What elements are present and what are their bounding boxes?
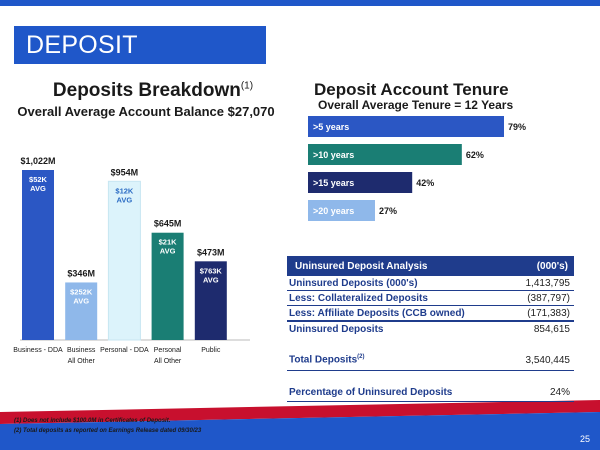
tenure-value-label: 79% <box>508 122 526 132</box>
tenure-value-label: 42% <box>416 178 434 188</box>
bar-avg-label: AVG <box>30 184 46 193</box>
deposits-breakdown-heading-text: Deposits Breakdown <box>52 80 241 101</box>
uninsured-deposit-table: Uninsured Deposit Analysis (000's) Unins… <box>287 256 574 402</box>
table-header-label: Uninsured Deposit Analysis <box>295 260 428 272</box>
category-label: Business - DDA <box>13 347 63 354</box>
bar <box>151 232 184 340</box>
heading-footnote-marker: (1) <box>240 80 254 92</box>
bar-avg-label: $12K <box>115 186 134 195</box>
table-row: Uninsured Deposits 854,615 <box>287 322 574 336</box>
tenure-subheading: Overall Average Tenure = 12 Years <box>318 98 514 112</box>
tenure-category-label: >10 years <box>313 150 354 160</box>
bar-value-label: $1,022M <box>20 156 55 166</box>
total-value: 3,540,445 <box>525 354 571 366</box>
row-value: (171,383) <box>527 307 570 319</box>
bar-value-label: $473M <box>197 247 225 257</box>
bar-avg-label: AVG <box>117 195 133 204</box>
slide-title: DEPOSIT FRANCHISE <box>14 26 266 97</box>
bar <box>65 282 98 340</box>
bar-avg-label: $763K <box>200 266 223 275</box>
category-label: Public <box>201 347 221 354</box>
tenure-value-label: 27% <box>379 206 397 216</box>
average-balance-subheading: Overall Average Account Balance $27,070 <box>17 104 275 119</box>
bar <box>194 261 227 340</box>
category-label: Personal - DDA <box>100 347 149 354</box>
bar-value-label: $645M <box>154 219 182 229</box>
row-label: Uninsured Deposits (000's) <box>289 277 418 289</box>
row-label: Uninsured Deposits <box>289 323 384 335</box>
total-footnote-marker: (2) <box>357 354 365 361</box>
category-label: Personal <box>154 347 182 354</box>
row-value: 854,615 <box>533 323 570 335</box>
footnote-2: (2) Total deposits as reported on Earnin… <box>14 428 202 434</box>
tenure-category-label: >5 years <box>313 122 349 132</box>
row-value: 1,413,795 <box>525 277 571 289</box>
table-header: Uninsured Deposit Analysis (000's) <box>287 256 574 276</box>
percentage-label: Percentage of Uninsured Deposits <box>289 386 453 398</box>
tenure-bar <box>308 200 375 221</box>
category-label: Business <box>67 347 96 354</box>
table-row: Less: Collateralized Deposits (387,797) <box>287 291 574 306</box>
category-label: All Other <box>154 358 182 365</box>
table-row: Less: Affiliate Deposits (CCB owned) (17… <box>287 306 574 322</box>
deposits-breakdown-heading: Deposits Breakdown(1) <box>24 80 282 102</box>
total-label-text: Total Deposits <box>289 354 358 366</box>
percentage-value: 24% <box>549 386 570 398</box>
tenure-category-label: >15 years <box>313 178 354 188</box>
tenure-bar <box>308 116 504 137</box>
tenure-value-label: 62% <box>466 150 484 160</box>
tenure-bar-chart: >5 years 79% >10 years 62% >15 years 42% >20 y… <box>308 116 526 221</box>
table-row: Uninsured Deposits (000's) 1,413,795 <box>287 276 574 291</box>
bar-value-label: $954M <box>111 167 139 177</box>
row-value: (387,797) <box>527 292 570 304</box>
footnotes: (1) Does not include $100.0M in Certific… <box>14 416 201 436</box>
bar-value-label: $346M <box>67 268 95 278</box>
bar <box>22 170 54 340</box>
bar-avg-label: AVG <box>73 296 89 305</box>
bar <box>107 180 141 341</box>
tenure-bar <box>308 172 413 193</box>
table-header-unit: (000's) <box>536 260 568 272</box>
bar-avg-label: $252K <box>70 287 93 296</box>
bar-avg-label: AVG <box>160 247 176 256</box>
category-label: All Other <box>68 358 96 365</box>
page-number: 25 <box>579 434 590 444</box>
bar-avg-label: AVG <box>203 275 219 284</box>
tenure-heading: Deposit Account Tenure <box>314 80 509 99</box>
bar-avg-label: $52K <box>29 175 48 184</box>
tenure-category-label: >20 years <box>313 206 354 216</box>
row-label: Less: Collateralized Deposits <box>289 292 428 304</box>
row-label: Less: Affiliate Deposits (CCB owned) <box>289 307 465 319</box>
total-label: Total Deposits(2) <box>289 354 365 365</box>
tenure-bar <box>308 144 462 165</box>
bar-avg-label: $21K <box>159 238 178 247</box>
percentage-row: Percentage of Uninsured Deposits 24% <box>287 383 574 402</box>
total-deposits-row: Total Deposits(2) 3,540,445 <box>287 350 574 371</box>
footnote-1: (1) Does not include $100.0M in Certific… <box>14 418 171 424</box>
